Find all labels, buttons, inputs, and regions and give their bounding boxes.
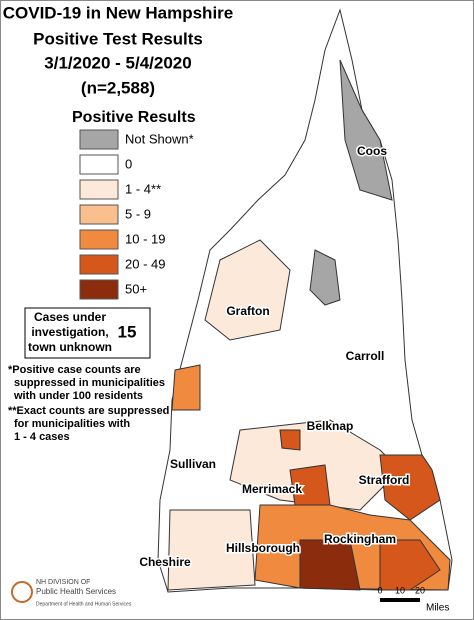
unknown-line: investigation, — [31, 325, 108, 339]
high-area — [379, 454, 441, 521]
county-label: Sullivan — [170, 457, 216, 471]
county-label: Merrimack — [242, 482, 302, 496]
top-area — [299, 539, 361, 591]
low-area — [167, 509, 256, 591]
note-line: with under 100 residents — [13, 390, 143, 402]
legend-label: 1 - 4** — [125, 181, 161, 196]
high-area — [379, 539, 441, 591]
legend-swatch — [79, 154, 119, 175]
low-area — [204, 239, 291, 341]
legend-title: Positive Results — [72, 109, 196, 126]
scale-label: 20 — [415, 585, 425, 595]
high-area — [279, 429, 301, 451]
scale-bar — [380, 598, 420, 602]
low-area — [229, 419, 401, 511]
unknown-count: 15 — [118, 322, 137, 341]
logo-text: NH DIVISION OF — [36, 579, 90, 586]
scale-label: 10 — [395, 585, 405, 595]
unknown-line: town unknown — [28, 340, 112, 354]
title-line: Positive Test Results — [33, 29, 203, 48]
county-label: Carroll — [346, 349, 385, 363]
legend-label: 10 - 19 — [125, 231, 165, 246]
legend-swatch — [79, 279, 119, 300]
county-label: Cheshire — [139, 555, 191, 569]
county-label: Belknap — [307, 419, 354, 433]
legend-label: 50+ — [125, 281, 147, 296]
unknown-line: Cases under — [34, 310, 106, 324]
logo-text: Public Health Services — [36, 587, 116, 596]
county-label: Coos — [357, 144, 387, 158]
scale-unit: Miles — [426, 603, 449, 614]
legend-swatch — [79, 129, 119, 150]
legend-swatch — [79, 254, 119, 275]
legend-label: 0 — [125, 156, 132, 171]
note-line: for municipalities with — [14, 418, 130, 430]
logo-text: Department of Health and Human Services — [36, 601, 132, 607]
state — [157, 8, 453, 593]
bars — [380, 598, 420, 602]
legend-swatch — [79, 179, 119, 200]
unknown-box — [24, 307, 151, 359]
legend-label: Not Shown* — [125, 131, 194, 146]
county-label: Grafton — [226, 304, 269, 318]
legend-label: 5 - 9 — [125, 206, 151, 221]
note-line: *Positive case counts are — [8, 364, 141, 376]
title-line: COVID-19 in New Hampshire — [3, 3, 234, 22]
title-line: 3/1/2020 - 5/4/2020 — [44, 53, 191, 72]
logo-mark — [11, 581, 33, 603]
mid-area — [171, 364, 201, 411]
note-line: **Exact counts are suppressed — [8, 405, 169, 417]
county-label: Hillsborough — [226, 541, 300, 555]
legend-swatch — [79, 229, 119, 250]
legend-label: 20 - 49 — [125, 256, 165, 271]
county-label: Strafford — [359, 473, 410, 487]
scale-label: 0 — [377, 585, 382, 595]
title-line: (n=2,588) — [81, 78, 155, 97]
note-line: suppressed in municipalities — [14, 377, 165, 389]
not-shown-area — [309, 249, 341, 306]
legend-swatch — [79, 204, 119, 225]
note-line: 1 - 4 cases — [14, 431, 70, 443]
not-shown-area — [339, 59, 393, 201]
county-label: Rockingham — [324, 532, 396, 546]
